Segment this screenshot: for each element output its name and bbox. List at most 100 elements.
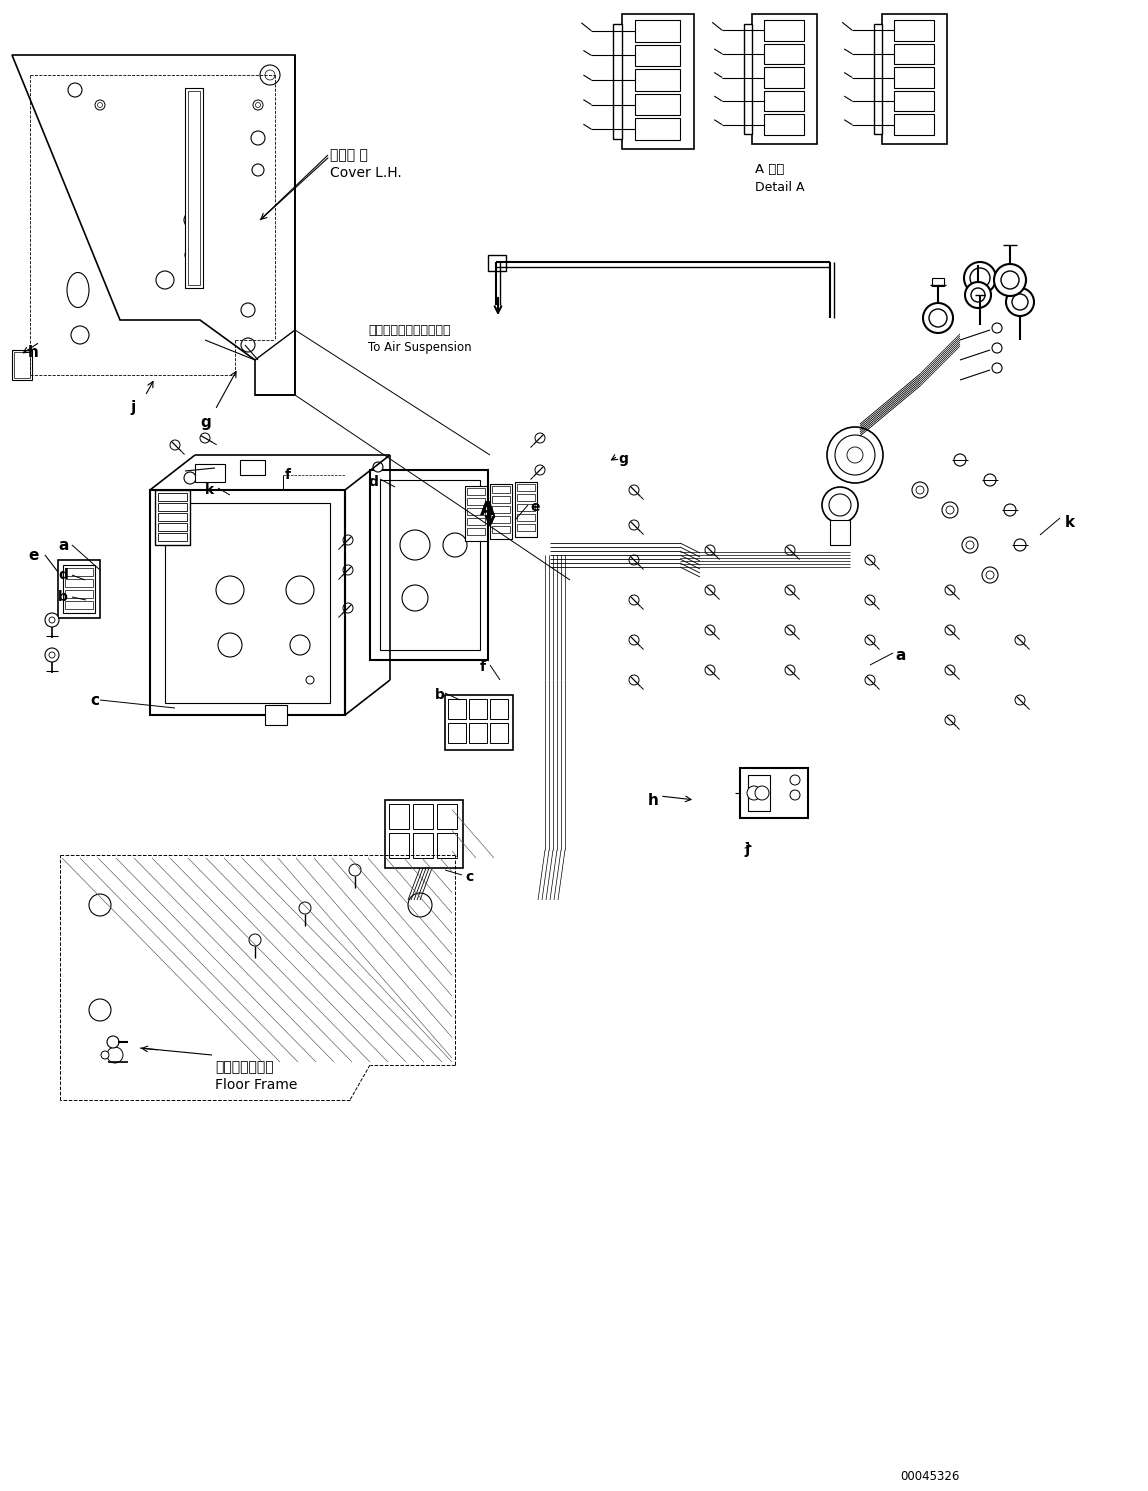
Bar: [195, 464, 225, 482]
Circle shape: [945, 716, 955, 725]
Circle shape: [965, 282, 991, 309]
Text: h: h: [647, 793, 659, 808]
Text: h: h: [28, 344, 39, 359]
Circle shape: [785, 584, 796, 595]
Bar: [752, 13, 817, 145]
Bar: [830, 520, 850, 546]
Bar: [158, 494, 187, 501]
Text: c: c: [90, 693, 99, 708]
Bar: [467, 498, 484, 505]
Bar: [740, 768, 808, 819]
Bar: [492, 516, 510, 523]
Circle shape: [1013, 294, 1027, 310]
Circle shape: [971, 288, 985, 303]
Bar: [492, 526, 510, 532]
Bar: [467, 517, 484, 525]
Circle shape: [349, 863, 360, 877]
Circle shape: [184, 473, 196, 485]
Text: c: c: [465, 871, 473, 884]
Circle shape: [629, 635, 639, 646]
Circle shape: [443, 532, 467, 558]
Bar: [165, 502, 329, 702]
Circle shape: [259, 66, 280, 85]
Bar: [385, 801, 463, 868]
Bar: [744, 24, 752, 134]
Bar: [150, 491, 346, 716]
Bar: [635, 118, 680, 140]
Bar: [185, 88, 203, 288]
Text: b: b: [59, 590, 68, 604]
Bar: [155, 491, 191, 546]
Circle shape: [535, 465, 545, 476]
Bar: [158, 513, 187, 520]
Text: 00045326: 00045326: [900, 1470, 960, 1484]
Bar: [932, 277, 944, 286]
Circle shape: [184, 212, 200, 228]
Bar: [448, 723, 466, 743]
Bar: [470, 699, 487, 719]
Bar: [380, 480, 480, 650]
Circle shape: [156, 271, 174, 289]
Circle shape: [45, 613, 59, 628]
Bar: [492, 486, 510, 494]
Bar: [893, 43, 934, 64]
Bar: [370, 470, 488, 661]
Bar: [389, 833, 409, 857]
Circle shape: [945, 625, 955, 635]
Text: Cover L.H.: Cover L.H.: [329, 166, 402, 180]
Bar: [517, 494, 535, 501]
Text: To Air Suspension: To Air Suspension: [369, 341, 472, 353]
Circle shape: [98, 103, 102, 107]
Circle shape: [629, 520, 639, 529]
Circle shape: [101, 1051, 109, 1059]
Text: g: g: [200, 414, 211, 429]
Bar: [748, 775, 770, 811]
Bar: [763, 91, 804, 112]
Bar: [65, 568, 93, 576]
Bar: [613, 24, 622, 139]
Circle shape: [343, 602, 352, 613]
Bar: [763, 43, 804, 64]
Circle shape: [343, 535, 352, 546]
Circle shape: [790, 790, 800, 801]
Circle shape: [170, 440, 180, 450]
Bar: [265, 705, 287, 725]
Bar: [437, 833, 457, 857]
Bar: [389, 804, 409, 829]
Bar: [63, 565, 95, 613]
Bar: [517, 504, 535, 511]
Text: d: d: [59, 568, 68, 581]
Bar: [893, 67, 934, 88]
Bar: [448, 699, 466, 719]
Polygon shape: [11, 55, 295, 395]
Text: e: e: [530, 499, 540, 514]
Circle shape: [829, 494, 851, 516]
Circle shape: [107, 1036, 119, 1048]
Circle shape: [71, 327, 90, 344]
Circle shape: [373, 462, 383, 473]
Bar: [413, 833, 433, 857]
Circle shape: [241, 338, 255, 352]
Circle shape: [912, 482, 928, 498]
Bar: [445, 695, 513, 750]
Circle shape: [970, 268, 990, 288]
Text: k: k: [205, 483, 215, 497]
Bar: [882, 13, 947, 145]
Bar: [622, 13, 695, 149]
Text: a: a: [59, 538, 69, 553]
Circle shape: [946, 505, 954, 514]
Circle shape: [307, 675, 315, 684]
Circle shape: [343, 565, 352, 576]
Circle shape: [835, 435, 875, 476]
Text: エアーサスペンションへ: エアーサスペンションへ: [369, 324, 450, 337]
Circle shape: [218, 634, 242, 658]
Circle shape: [785, 546, 796, 555]
Text: f: f: [285, 468, 290, 482]
Circle shape: [986, 571, 994, 579]
Bar: [763, 67, 804, 88]
Text: b: b: [435, 687, 445, 702]
Circle shape: [929, 309, 947, 327]
Text: カバー 左: カバー 左: [329, 148, 367, 163]
Bar: [635, 19, 680, 42]
Bar: [763, 19, 804, 40]
